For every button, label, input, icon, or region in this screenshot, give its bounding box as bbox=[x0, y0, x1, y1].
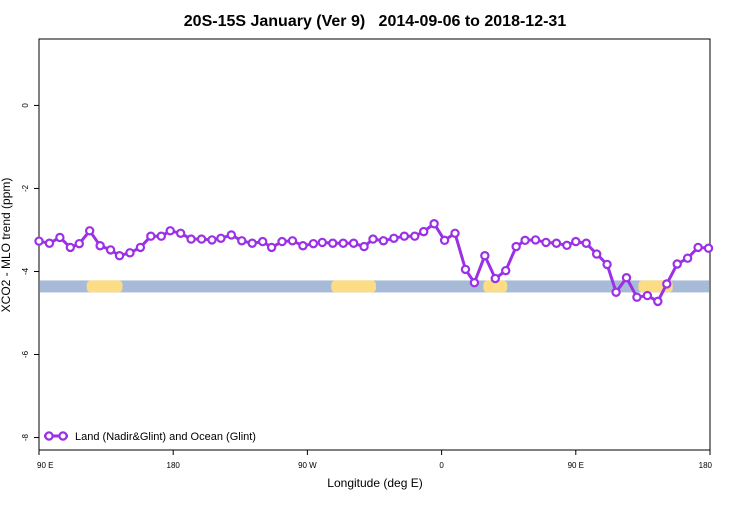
data-point bbox=[389, 233, 399, 243]
data-point bbox=[114, 251, 125, 261]
data-point bbox=[562, 240, 572, 251]
land-band bbox=[86, 280, 123, 293]
land-band bbox=[483, 280, 508, 293]
data-point bbox=[247, 238, 257, 248]
data-point bbox=[611, 287, 621, 297]
data-point bbox=[672, 259, 682, 269]
legend: Land (Nadir&Glint) and Ocean (Glint) bbox=[44, 431, 256, 443]
data-point bbox=[156, 231, 166, 241]
data-point bbox=[480, 251, 490, 261]
data-point bbox=[359, 241, 369, 252]
data-point bbox=[368, 234, 378, 244]
data-point bbox=[44, 238, 55, 248]
data-point bbox=[551, 238, 562, 248]
data-point bbox=[146, 231, 156, 241]
data-point bbox=[65, 242, 76, 253]
x-tick-label: 90 E bbox=[568, 461, 584, 470]
data-point bbox=[226, 230, 237, 240]
land-band bbox=[331, 280, 376, 293]
x-tick-label: 0 bbox=[439, 461, 444, 470]
data-point bbox=[216, 233, 226, 243]
data-point bbox=[460, 264, 471, 275]
data-point bbox=[257, 236, 268, 247]
data-point bbox=[541, 237, 551, 248]
data-point bbox=[410, 231, 420, 241]
data-point bbox=[74, 238, 84, 249]
data-point bbox=[581, 238, 591, 248]
data-point bbox=[693, 242, 703, 253]
data-point bbox=[490, 273, 500, 284]
data-point bbox=[621, 273, 632, 283]
data-point bbox=[317, 237, 328, 248]
data-point bbox=[84, 226, 95, 236]
surface-bands bbox=[40, 280, 709, 293]
data-point bbox=[34, 236, 44, 246]
data-point bbox=[571, 236, 581, 247]
data-point bbox=[469, 277, 480, 288]
y-tick-label: -2 bbox=[21, 184, 30, 192]
data-point bbox=[642, 290, 653, 301]
data-point bbox=[308, 238, 319, 249]
data-point bbox=[277, 236, 287, 247]
data-point bbox=[632, 292, 642, 302]
data-point bbox=[55, 232, 65, 243]
data-point bbox=[338, 238, 348, 248]
data-point bbox=[450, 228, 460, 238]
y-tick-label: -8 bbox=[21, 433, 30, 441]
data-point bbox=[399, 231, 410, 241]
data-point bbox=[511, 241, 521, 252]
data-point bbox=[662, 279, 672, 289]
x-tick-label: 90 E bbox=[37, 461, 53, 470]
data-point bbox=[165, 226, 175, 236]
data-point bbox=[196, 234, 207, 244]
legend-marker bbox=[58, 431, 68, 441]
data-point bbox=[328, 238, 338, 248]
data-point bbox=[298, 241, 308, 251]
data-point bbox=[125, 248, 135, 258]
data-point bbox=[653, 296, 663, 307]
data-point bbox=[135, 242, 146, 253]
data-point bbox=[602, 259, 612, 270]
data-point bbox=[237, 236, 247, 246]
data-point bbox=[287, 236, 298, 246]
y-tick-label: 0 bbox=[21, 103, 30, 108]
data-point bbox=[439, 235, 450, 246]
data-point bbox=[429, 219, 439, 229]
legend-label: Land (Nadir&Glint) and Ocean (Glint) bbox=[75, 431, 256, 443]
data-point bbox=[105, 245, 116, 255]
x-tick-label: 180 bbox=[167, 461, 181, 470]
data-point bbox=[175, 228, 186, 238]
data-point bbox=[348, 238, 359, 248]
y-tick-label: -4 bbox=[21, 267, 30, 275]
data-point bbox=[682, 253, 693, 263]
series-layer bbox=[34, 219, 714, 307]
chart-title: 20S-15S January (Ver 9) 2014-09-06 to 20… bbox=[184, 13, 567, 30]
data-point bbox=[419, 226, 429, 237]
legend-marker bbox=[44, 431, 54, 441]
data-point bbox=[266, 242, 277, 253]
data-point bbox=[501, 265, 511, 276]
data-point bbox=[703, 243, 714, 253]
data-point bbox=[591, 249, 602, 259]
data-point bbox=[186, 234, 196, 244]
x-tick-label: 180 bbox=[699, 461, 713, 470]
y-tick-label: -6 bbox=[21, 350, 30, 358]
x-axis-label: Longitude (deg E) bbox=[327, 476, 422, 490]
data-point bbox=[520, 235, 530, 246]
y-axis-label: XCO2 - MLO trend (ppm) bbox=[0, 178, 13, 313]
x-tick-label: 90 W bbox=[298, 461, 317, 470]
data-point bbox=[378, 236, 389, 246]
data-point bbox=[207, 235, 217, 245]
data-point bbox=[530, 235, 541, 245]
data-point bbox=[95, 241, 105, 251]
